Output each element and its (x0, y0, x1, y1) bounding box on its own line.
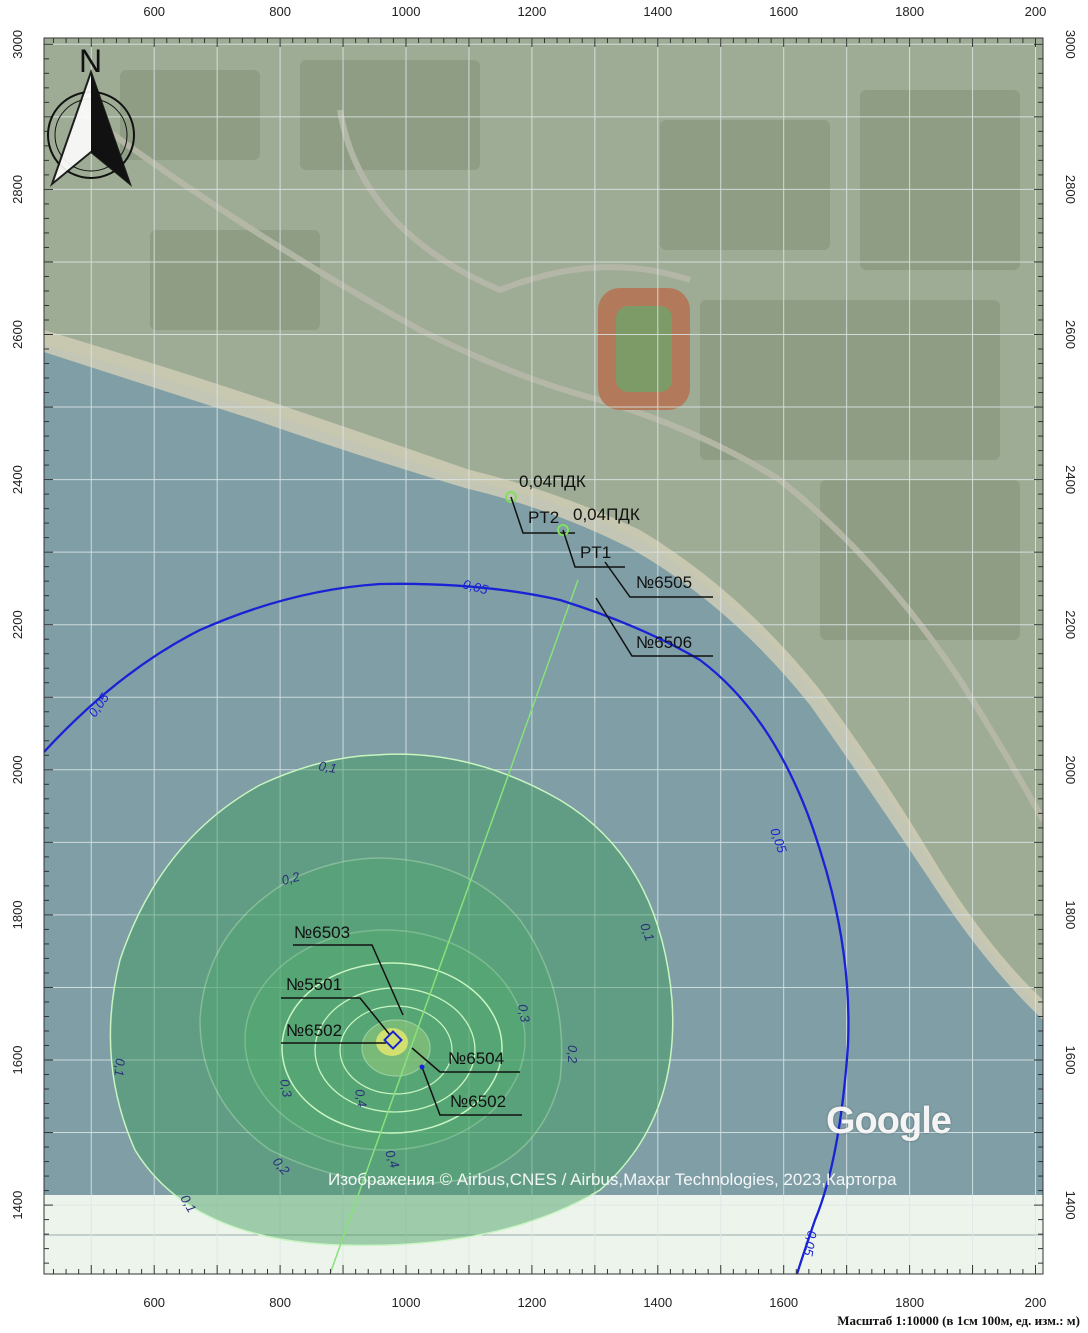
north-arrow-icon: N (47, 43, 135, 188)
source-6502-left-label: №6502 (286, 1021, 342, 1040)
x-tick-label-bottom: 1200 (517, 1295, 546, 1310)
pt2-value-label: 0,04ПДК (519, 472, 586, 491)
y-tick-label-right: 2000 (1063, 755, 1078, 784)
y-tick-label-right: 3000 (1063, 30, 1078, 59)
source-6504-label: №6504 (448, 1049, 504, 1068)
x-tick-label-top: 600 (143, 4, 165, 19)
isoline-04 (281, 962, 503, 1134)
imagery-attribution: Изображения © Airbus,CNES / Airbus,Maxar… (328, 1170, 897, 1189)
isoline-label-005-bottom: 0,05 (801, 1229, 820, 1257)
x-tick-label-bottom: 1000 (392, 1295, 421, 1310)
pt2-label: PT2 (528, 508, 559, 527)
axis-ticks (44, 38, 1043, 1274)
isoline-01-area (110, 754, 673, 1246)
y-tick-label-left: 1600 (10, 1046, 25, 1075)
source-point (419, 1064, 425, 1070)
north-letter: N (79, 43, 102, 79)
x-tick-label-top: 1000 (392, 4, 421, 19)
y-tick-label-right: 1600 (1063, 1046, 1078, 1075)
x-tick-label-top: 1600 (769, 4, 798, 19)
source-5501-leader (281, 997, 391, 1036)
source-6506-leader (595, 597, 713, 657)
y-tick-label-right: 1800 (1063, 900, 1078, 929)
y-tick-label-right: 2600 (1063, 320, 1078, 349)
y-tick-label-left: 1800 (10, 900, 25, 929)
x-tick-label-bottom: 800 (269, 1295, 291, 1310)
y-tick-label-left: 2400 (10, 465, 25, 494)
source-6505-label: №6505 (636, 573, 692, 592)
source-6502-right-label: №6502 (450, 1092, 506, 1111)
isoline-label-02-top: 0,2 (280, 869, 302, 888)
isoline-label-03-right: 0,3 (515, 1003, 533, 1024)
x-tick-label-bottom: 200 (1025, 1295, 1047, 1310)
source-6503-label: №6503 (294, 923, 350, 942)
isoline-labels: 0,05 0,05 0,05 0,05 0,1 0,1 0,1 0,1 0,2 … (85, 576, 820, 1257)
pt1-label: PT1 (580, 543, 611, 562)
source-5501-label: №5501 (286, 975, 342, 994)
isoline-label-03-left: 0,3 (277, 1078, 295, 1099)
x-tick-label-bottom: 1400 (643, 1295, 672, 1310)
x-tick-label-top: 200 (1025, 4, 1047, 19)
x-tick-label-top: 800 (269, 4, 291, 19)
x-tick-label-bottom: 600 (143, 1295, 165, 1310)
isoline-label-02-right: 0,2 (565, 1045, 580, 1064)
google-logo: Google (826, 1100, 952, 1142)
x-tick-label-top: 1200 (517, 4, 546, 19)
isoline-label-04-bottom: 0,4 (382, 1148, 402, 1170)
isoline-label-01-right: 0,1 (637, 921, 657, 943)
y-tick-label-left: 1400 (10, 1191, 25, 1220)
y-tick-label-right: 2800 (1063, 175, 1078, 204)
isoline-label-005-top: 0,05 (461, 576, 490, 597)
source-6504-leader (411, 1047, 520, 1073)
axis-tick-labels: 600 600 800 800 1000 1000 1200 1200 1400 1400 1600… (10, 4, 1078, 1310)
scale-note: Масштаб 1:10000 (в 1см 100м, ед. изм.: м… (837, 1313, 1080, 1328)
source-6505-leader (604, 561, 713, 598)
isoline-label-01-left: 0,1 (111, 1058, 128, 1077)
y-tick-label-left: 2800 (10, 175, 25, 204)
y-tick-label-right: 1400 (1063, 1191, 1078, 1220)
x-tick-label-bottom: 1800 (895, 1295, 924, 1310)
x-tick-label-top: 1400 (643, 4, 672, 19)
source-6503-leader (293, 944, 404, 1016)
source-6506-label: №6506 (636, 633, 692, 652)
isoline-005 (44, 582, 850, 1274)
y-tick-label-left: 3000 (10, 30, 25, 59)
isoline-label-01-top: 0,1 (317, 758, 337, 776)
y-tick-label-left: 2600 (10, 320, 25, 349)
source-marker (383, 1030, 403, 1050)
stadium (598, 288, 690, 410)
y-tick-label-right: 2200 (1063, 610, 1078, 639)
y-tick-label-right: 2400 (1063, 465, 1078, 494)
x-tick-label-top: 1800 (895, 4, 924, 19)
isoline-02 (199, 857, 563, 1185)
calc-point-pt2[interactable]: 0,04ПДК PT2 (505, 472, 586, 534)
y-tick-label-left: 2200 (10, 610, 25, 639)
x-tick-label-bottom: 1600 (769, 1295, 798, 1310)
y-tick-label-left: 2000 (10, 755, 25, 784)
satellite-imagery (44, 38, 1043, 1274)
emission-sources: №6505 №6506 №6503 №5501 №6502 №6504 №650… (281, 561, 713, 1116)
source-6502-right-leader (421, 1066, 522, 1116)
pt1-value-label: 0,04ПДК (573, 505, 640, 524)
isoline-label-04-left: 0,4 (352, 1088, 370, 1108)
